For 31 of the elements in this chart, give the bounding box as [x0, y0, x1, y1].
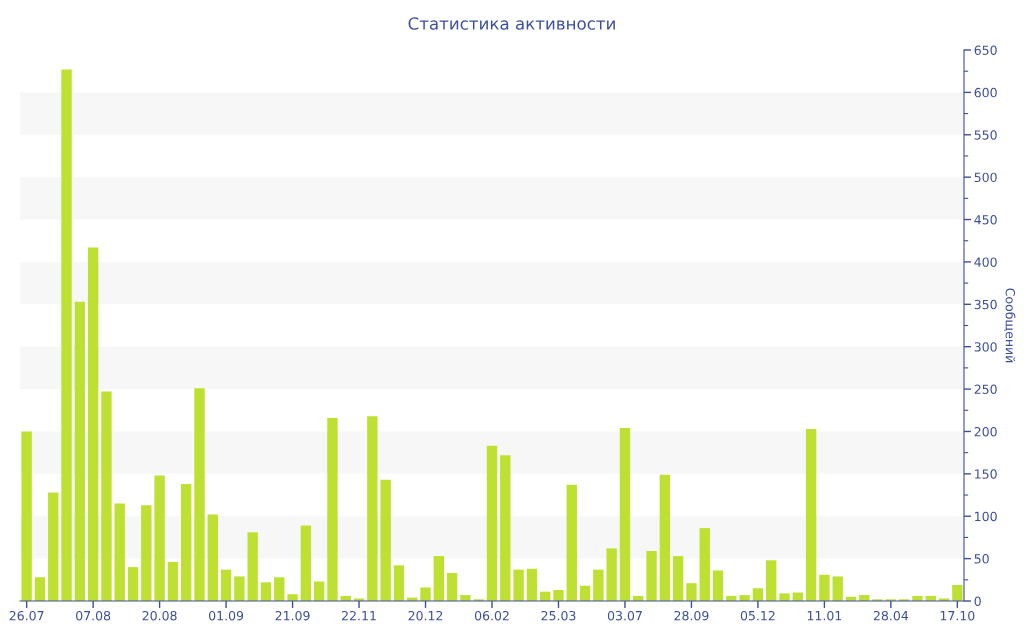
x-tick-label: 21.09 [275, 610, 310, 621]
x-tick-label: 01.09 [209, 610, 244, 621]
x-tick-label: 07.08 [76, 610, 111, 621]
y-tick-label: 50 [974, 554, 989, 564]
x-tick-label: 28.04 [873, 610, 909, 621]
y-tick-label: 400 [974, 257, 997, 267]
x-tick-label: 06.02 [474, 610, 509, 621]
x-tick-label: 17.10 [940, 610, 975, 621]
y-tick-label: 300 [974, 342, 997, 352]
x-tick-label: 20.08 [142, 610, 177, 621]
y-tick-label: 450 [974, 215, 997, 225]
x-tick-label: 03.07 [607, 610, 642, 621]
y-tick-label: 550 [974, 130, 997, 140]
x-tick-label: 20.12 [408, 610, 443, 621]
y-tick-label: 100 [975, 511, 997, 522]
y-tick-label: 500 [974, 172, 997, 183]
chart-title: Статистика активности [408, 17, 615, 30]
x-tick-label: 26.07 [9, 610, 44, 621]
y-tick-label: 650 [974, 45, 997, 55]
x-tick-label: 28.09 [674, 610, 709, 621]
y-tick-label: 250 [974, 384, 997, 394]
y-tick-label: 350 [974, 299, 997, 310]
y-tick-label: 0 [974, 596, 981, 606]
y-tick-label: 600 [974, 87, 997, 98]
x-tick-label: 11.01 [807, 610, 842, 621]
y-axis-title: Сообщений [1004, 288, 1016, 363]
x-tick-label: 05.12 [740, 610, 775, 621]
y-tick-label: 200 [974, 426, 997, 437]
y-tick-label: 150 [975, 469, 997, 479]
x-tick-label: 25.03 [541, 610, 576, 621]
x-tick-label: 22.11 [342, 610, 376, 621]
